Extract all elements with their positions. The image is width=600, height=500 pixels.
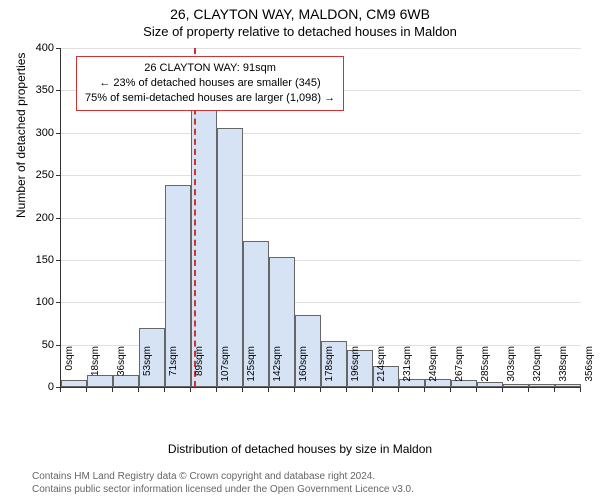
gridline bbox=[61, 218, 581, 219]
xtick-mark bbox=[528, 387, 529, 392]
ytick-mark bbox=[56, 90, 61, 91]
credits-line-1: Contains HM Land Registry data © Crown c… bbox=[32, 471, 414, 484]
xtick-mark bbox=[112, 387, 113, 392]
xtick-label: 231sqm bbox=[402, 346, 413, 394]
gridline bbox=[61, 48, 581, 49]
annotation-line-1: 26 CLAYTON WAY: 91sqm bbox=[85, 61, 335, 76]
xtick-label: 36sqm bbox=[116, 346, 127, 394]
xtick-mark bbox=[450, 387, 451, 392]
xtick-label: 107sqm bbox=[220, 346, 231, 394]
ytick-label: 300 bbox=[26, 127, 54, 139]
xtick-label: 356sqm bbox=[584, 346, 595, 394]
xtick-label: 196sqm bbox=[350, 346, 361, 394]
xtick-mark bbox=[190, 387, 191, 392]
xtick-label: 338sqm bbox=[558, 346, 569, 394]
xtick-label: 303sqm bbox=[506, 346, 517, 394]
ytick-label: 250 bbox=[26, 169, 54, 181]
ytick-mark bbox=[56, 175, 61, 176]
xtick-label: 18sqm bbox=[90, 346, 101, 394]
ytick-mark bbox=[56, 302, 61, 303]
ytick-label: 50 bbox=[26, 339, 54, 351]
xtick-label: 142sqm bbox=[272, 346, 283, 394]
gridline bbox=[61, 133, 581, 134]
ytick-label: 350 bbox=[26, 84, 54, 96]
ytick-label: 200 bbox=[26, 212, 54, 224]
xtick-mark bbox=[554, 387, 555, 392]
ytick-mark bbox=[56, 345, 61, 346]
ytick-label: 100 bbox=[26, 296, 54, 308]
annotation-box: 26 CLAYTON WAY: 91sqm ← 23% of detached … bbox=[76, 56, 344, 111]
xtick-mark bbox=[268, 387, 269, 392]
page-title: 26, CLAYTON WAY, MALDON, CM9 6WB bbox=[0, 0, 600, 22]
xtick-mark bbox=[502, 387, 503, 392]
ytick-mark bbox=[56, 48, 61, 49]
ytick-mark bbox=[56, 133, 61, 134]
xtick-label: 249sqm bbox=[428, 346, 439, 394]
gridline bbox=[61, 302, 581, 303]
xtick-label: 160sqm bbox=[298, 346, 309, 394]
xtick-mark bbox=[372, 387, 373, 392]
ytick-mark bbox=[56, 260, 61, 261]
xtick-mark bbox=[346, 387, 347, 392]
ytick-label: 0 bbox=[26, 381, 54, 393]
xtick-mark bbox=[580, 387, 581, 392]
xtick-label: 71sqm bbox=[168, 346, 179, 394]
xtick-mark bbox=[242, 387, 243, 392]
annotation-line-2: ← 23% of detached houses are smaller (34… bbox=[85, 76, 335, 91]
chart-area: 26 CLAYTON WAY: 91sqm ← 23% of detached … bbox=[60, 48, 580, 388]
xtick-mark bbox=[476, 387, 477, 392]
xtick-mark bbox=[294, 387, 295, 392]
xtick-label: 125sqm bbox=[246, 346, 257, 394]
xtick-label: 89sqm bbox=[194, 346, 205, 394]
xtick-mark bbox=[138, 387, 139, 392]
xtick-mark bbox=[424, 387, 425, 392]
xtick-label: 178sqm bbox=[324, 346, 335, 394]
xtick-mark bbox=[60, 387, 61, 392]
annotation-line-3: 75% of semi-detached houses are larger (… bbox=[85, 91, 335, 106]
xtick-label: 214sqm bbox=[376, 346, 387, 394]
xtick-label: 53sqm bbox=[142, 346, 153, 394]
xtick-label: 0sqm bbox=[64, 346, 75, 394]
xtick-mark bbox=[86, 387, 87, 392]
ytick-mark bbox=[56, 218, 61, 219]
credits-line-2: Contains public sector information licen… bbox=[32, 484, 414, 497]
page: 26, CLAYTON WAY, MALDON, CM9 6WB Size of… bbox=[0, 0, 600, 500]
ytick-label: 150 bbox=[26, 254, 54, 266]
page-subtitle: Size of property relative to detached ho… bbox=[0, 22, 600, 39]
xtick-label: 285sqm bbox=[480, 346, 491, 394]
xtick-label: 267sqm bbox=[454, 346, 465, 394]
ytick-label: 400 bbox=[26, 42, 54, 54]
gridline bbox=[61, 260, 581, 261]
xtick-mark bbox=[320, 387, 321, 392]
x-axis-label: Distribution of detached houses by size … bbox=[0, 442, 600, 456]
xtick-mark bbox=[216, 387, 217, 392]
xtick-mark bbox=[398, 387, 399, 392]
credits: Contains HM Land Registry data © Crown c… bbox=[32, 471, 414, 496]
xtick-mark bbox=[164, 387, 165, 392]
gridline bbox=[61, 175, 581, 176]
xtick-label: 320sqm bbox=[532, 346, 543, 394]
